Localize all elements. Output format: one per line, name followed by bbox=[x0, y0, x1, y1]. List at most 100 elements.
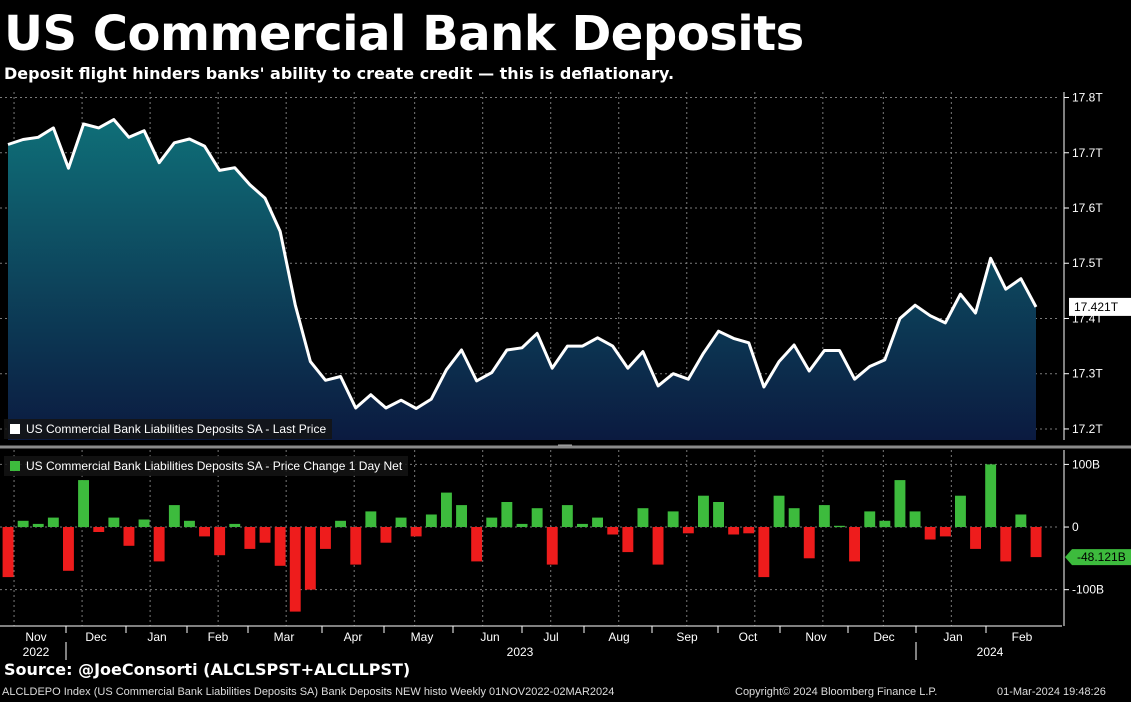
change-bar bbox=[728, 527, 740, 535]
bottom-y-axis: 100B 0 -100B bbox=[1063, 450, 1104, 626]
y-tick-label: 17.3T bbox=[1072, 367, 1103, 381]
change-bar bbox=[501, 502, 513, 528]
change-bar bbox=[758, 527, 770, 578]
change-bar bbox=[32, 523, 44, 527]
change-bar bbox=[199, 527, 210, 537]
x-tick-label: May bbox=[411, 630, 434, 644]
change-bar bbox=[365, 511, 377, 528]
last-change-marker: -48.121B bbox=[1065, 549, 1131, 566]
change-bar bbox=[229, 523, 241, 527]
y-tick-label: 100B bbox=[1072, 457, 1100, 471]
y-tick-label: 17.7T bbox=[1072, 146, 1103, 160]
source-note: Source: @JoeConsorti (ALCLSPST+ALCLLPST) bbox=[4, 660, 411, 679]
chart-title: US Commercial Bank Deposits bbox=[4, 6, 804, 62]
change-bar bbox=[2, 527, 14, 578]
x-year-label: 2022 bbox=[23, 645, 50, 659]
change-bar bbox=[607, 527, 619, 535]
price-change-bars bbox=[2, 464, 1042, 612]
footer-timestamp: 01-Mar-2024 19:48:26 bbox=[997, 686, 1106, 698]
x-tick-label: Mar bbox=[274, 630, 295, 644]
y-tick-label: 17.5T bbox=[1072, 256, 1103, 270]
legend-swatch-white bbox=[10, 424, 20, 434]
legend-label-price-change: US Commercial Bank Liabilities Deposits … bbox=[26, 459, 403, 473]
change-bar bbox=[879, 520, 891, 528]
change-bar bbox=[335, 520, 346, 528]
x-tick-label: Jan bbox=[943, 630, 962, 644]
change-bar bbox=[1000, 527, 1012, 562]
deposits-area-fill bbox=[8, 119, 1036, 440]
change-bar bbox=[713, 502, 724, 528]
change-bar bbox=[138, 519, 150, 527]
change-bar bbox=[380, 527, 392, 543]
change-bar bbox=[682, 527, 694, 534]
change-bar bbox=[214, 527, 226, 556]
x-tick-label: Nov bbox=[805, 630, 826, 644]
x-tick-label: Feb bbox=[208, 630, 229, 644]
change-bar bbox=[622, 527, 634, 553]
change-bar bbox=[47, 517, 59, 527]
change-bar bbox=[864, 511, 876, 528]
change-bar bbox=[985, 464, 997, 527]
change-bar bbox=[289, 527, 301, 612]
change-bar bbox=[924, 527, 936, 540]
legend-last-price: US Commercial Bank Liabilities Deposits … bbox=[4, 419, 333, 439]
change-bar bbox=[425, 514, 437, 527]
x-tick-label: Apr bbox=[344, 630, 363, 644]
change-bar bbox=[304, 527, 316, 590]
y-tick-label: 17.2T bbox=[1072, 422, 1103, 436]
x-tick-label: Dec bbox=[85, 630, 106, 644]
legend-swatch-green bbox=[10, 461, 20, 471]
last-price-label: 17.421T bbox=[1074, 300, 1119, 314]
change-bar bbox=[320, 527, 331, 549]
change-bar bbox=[788, 508, 800, 527]
y-tick-label: 17.8T bbox=[1072, 91, 1103, 105]
change-bar bbox=[652, 527, 664, 565]
change-bar bbox=[153, 527, 165, 562]
x-tick-label: Nov bbox=[25, 630, 46, 644]
change-bar bbox=[849, 527, 860, 562]
change-bar bbox=[546, 527, 558, 565]
y-tick-label: 0 bbox=[1072, 520, 1079, 534]
change-bar bbox=[259, 527, 271, 543]
change-bar bbox=[456, 505, 467, 527]
change-bar bbox=[516, 523, 528, 527]
x-tick-label: Feb bbox=[1012, 630, 1033, 644]
change-bar bbox=[909, 511, 921, 528]
x-year-label: 2024 bbox=[977, 645, 1004, 659]
change-bar bbox=[743, 527, 755, 534]
change-bar bbox=[1030, 527, 1042, 558]
change-bar bbox=[803, 527, 815, 559]
change-bar bbox=[818, 505, 830, 527]
x-tick-label: Sep bbox=[676, 630, 698, 644]
change-bar bbox=[168, 505, 180, 527]
footer-bar: ALCLDEPO Index (US Commercial Bank Liabi… bbox=[0, 685, 1131, 702]
x-year-label: 2023 bbox=[507, 645, 534, 659]
legend-price-change: US Commercial Bank Liabilities Deposits … bbox=[4, 456, 409, 476]
footer-copyright: Copyright© 2024 Bloomberg Finance L.P. bbox=[735, 686, 938, 698]
x-tick-label: Oct bbox=[739, 630, 758, 644]
change-bar bbox=[63, 527, 74, 571]
y-tick-label: 17.6T bbox=[1072, 201, 1103, 215]
change-bar bbox=[592, 517, 603, 527]
change-bar bbox=[834, 525, 845, 528]
change-bar bbox=[577, 523, 588, 527]
change-bar bbox=[78, 480, 89, 528]
change-bar bbox=[350, 527, 362, 565]
change-bar bbox=[395, 517, 407, 527]
change-bar bbox=[955, 495, 966, 527]
change-bar bbox=[471, 527, 483, 562]
x-tick-label: Jul bbox=[543, 630, 558, 644]
change-bar bbox=[667, 511, 679, 528]
change-bar bbox=[410, 527, 422, 537]
y-tick-label: -100B bbox=[1072, 583, 1104, 597]
change-bar bbox=[939, 527, 951, 537]
change-bar bbox=[773, 495, 785, 527]
x-tick-label: Jan bbox=[147, 630, 166, 644]
x-axis: Nov Dec Jan Feb Mar Apr May Jun Jul Aug Sep Oct Nov D… bbox=[0, 625, 1062, 660]
change-bar bbox=[184, 520, 195, 528]
deposits-line bbox=[7, 118, 1038, 410]
chart-subtitle: Deposit flight hinders banks' ability to… bbox=[4, 64, 675, 83]
change-bar bbox=[108, 517, 120, 527]
